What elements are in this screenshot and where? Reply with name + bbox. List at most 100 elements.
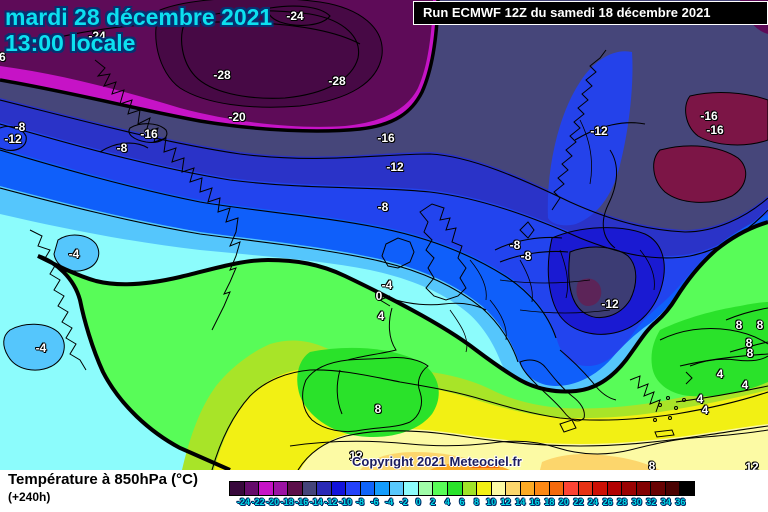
forecast-time: 13:00 locale <box>5 30 136 56</box>
legend-value: 30 <box>631 497 642 507</box>
legend-value: -12 <box>324 497 338 507</box>
legend-swatch <box>577 481 594 496</box>
isotherm-label: 8 <box>374 402 382 416</box>
legend-value: -10 <box>338 497 353 507</box>
legend-swatch <box>330 481 347 496</box>
legend-value: 4 <box>444 497 450 507</box>
isotherm-label: -4 <box>35 341 47 355</box>
legend-swatch <box>548 481 565 496</box>
legend-swatch <box>374 481 390 496</box>
legend-value: 10 <box>486 497 497 507</box>
legend-value: -18 <box>280 497 294 507</box>
legend-swatch <box>606 481 623 496</box>
thin-isotherm-lines <box>0 5 768 470</box>
isotherm-minus20-thick <box>0 0 440 133</box>
legend-swatch <box>650 481 666 496</box>
isotherm-label: 4 <box>696 392 704 406</box>
legend-value: -22 <box>251 497 265 507</box>
legend-swatch <box>490 481 507 496</box>
isotherm-label: -8 <box>14 120 26 134</box>
legend-value: 26 <box>602 497 613 507</box>
temperature-fill-regions <box>0 0 768 470</box>
legend-swatch <box>229 481 245 496</box>
legend-value: -2 <box>399 497 408 507</box>
legend-swatch <box>592 481 608 496</box>
legend-value: 8 <box>474 497 480 507</box>
isotherm-label: -8 <box>377 200 389 214</box>
country-borders <box>449 119 655 353</box>
legend-swatch <box>664 481 681 496</box>
legend-swatch <box>345 481 361 496</box>
parameter-title: Température à 850hPa (°C) <box>8 471 198 488</box>
legend-value: 6 <box>459 497 465 507</box>
legend-value: -8 <box>356 497 365 507</box>
legend-swatch <box>679 481 695 496</box>
isotherm-label: 8 <box>735 318 743 332</box>
legend-swatch <box>359 481 376 496</box>
model-run-info: Run ECMWF 12Z du samedi 18 décembre 2021 <box>413 1 768 25</box>
legend-value: 22 <box>573 497 584 507</box>
isotherm-label: 8 <box>745 336 753 350</box>
legend-value: -6 <box>370 497 379 507</box>
isotherm-label: 8 <box>746 346 754 360</box>
legend-swatch <box>505 481 521 496</box>
legend-value: -14 <box>309 497 323 507</box>
map-canvas <box>0 0 768 470</box>
legend-swatch <box>316 481 332 496</box>
isotherm-label: 4 <box>701 403 709 417</box>
legend-swatch <box>243 481 260 496</box>
legend-value: 0 <box>415 497 421 507</box>
legend-value: 20 <box>558 497 569 507</box>
isotherm-label: -24 <box>286 9 304 23</box>
legend-swatch <box>287 481 303 496</box>
isotherm-label: 4 <box>377 309 385 323</box>
legend-bar-footer: Température à 850hPa (°C) (+240h) -24 -22… <box>0 470 768 512</box>
isotherm-label: -12 <box>4 132 22 146</box>
legend-value: 34 <box>660 497 671 507</box>
legend-swatch <box>258 481 274 496</box>
legend-value: 32 <box>646 497 657 507</box>
isotherm-label: 12 <box>745 460 759 470</box>
legend-value: 28 <box>617 497 628 507</box>
isotherm-label: -16 <box>140 127 158 141</box>
isotherm-label: 8 <box>756 318 764 332</box>
legend-value: -20 <box>266 497 280 507</box>
legend-swatch <box>272 481 289 496</box>
isotherm-label: -8 <box>116 141 128 155</box>
legend-swatch <box>301 481 318 496</box>
isotherm-label: -16 <box>700 109 718 123</box>
isotherm-label: -16 <box>377 131 395 145</box>
isotherm-label: -16 <box>706 123 724 137</box>
legend-swatch <box>461 481 478 496</box>
isotherm-label: -4 <box>68 247 80 261</box>
legend-value: 18 <box>544 497 555 507</box>
isotherm-zero-thick <box>37 220 768 470</box>
temperature-map[interactable]: -16-24-24-28-28-20-16-8-12-8-16-12-8-12-… <box>0 0 768 470</box>
legend-swatch <box>621 481 637 496</box>
temperature-color-scale <box>229 481 695 496</box>
isotherm-label: 0 <box>375 289 383 303</box>
legend-swatch <box>432 481 448 496</box>
isotherm-label: -12 <box>386 160 404 174</box>
isotherm-label: -12 <box>590 124 608 138</box>
isotherm-label: -20 <box>228 110 246 124</box>
isotherm-label: 12 <box>349 449 363 463</box>
isotherm-label: -12 <box>601 297 619 311</box>
isotherm-label: -28 <box>328 74 346 88</box>
isotherm-label: 8 <box>648 459 656 470</box>
isotherm-label: -8 <box>509 238 521 252</box>
legend-swatch <box>476 481 492 496</box>
isotherm-label: 4 <box>716 367 724 381</box>
legend-swatch <box>534 481 550 496</box>
legend-swatch <box>417 481 434 496</box>
legend-value: 16 <box>529 497 540 507</box>
legend-swatch <box>519 481 536 496</box>
legend-value: 36 <box>675 497 686 507</box>
forecast-datetime: mardi 28 décembre 2021 13:00 locale <box>5 4 272 56</box>
legend-value: 2 <box>430 497 436 507</box>
isotherm-label: -8 <box>520 249 532 263</box>
legend-value: 12 <box>500 497 511 507</box>
legend-swatch <box>388 481 405 496</box>
legend-swatch <box>635 481 652 496</box>
